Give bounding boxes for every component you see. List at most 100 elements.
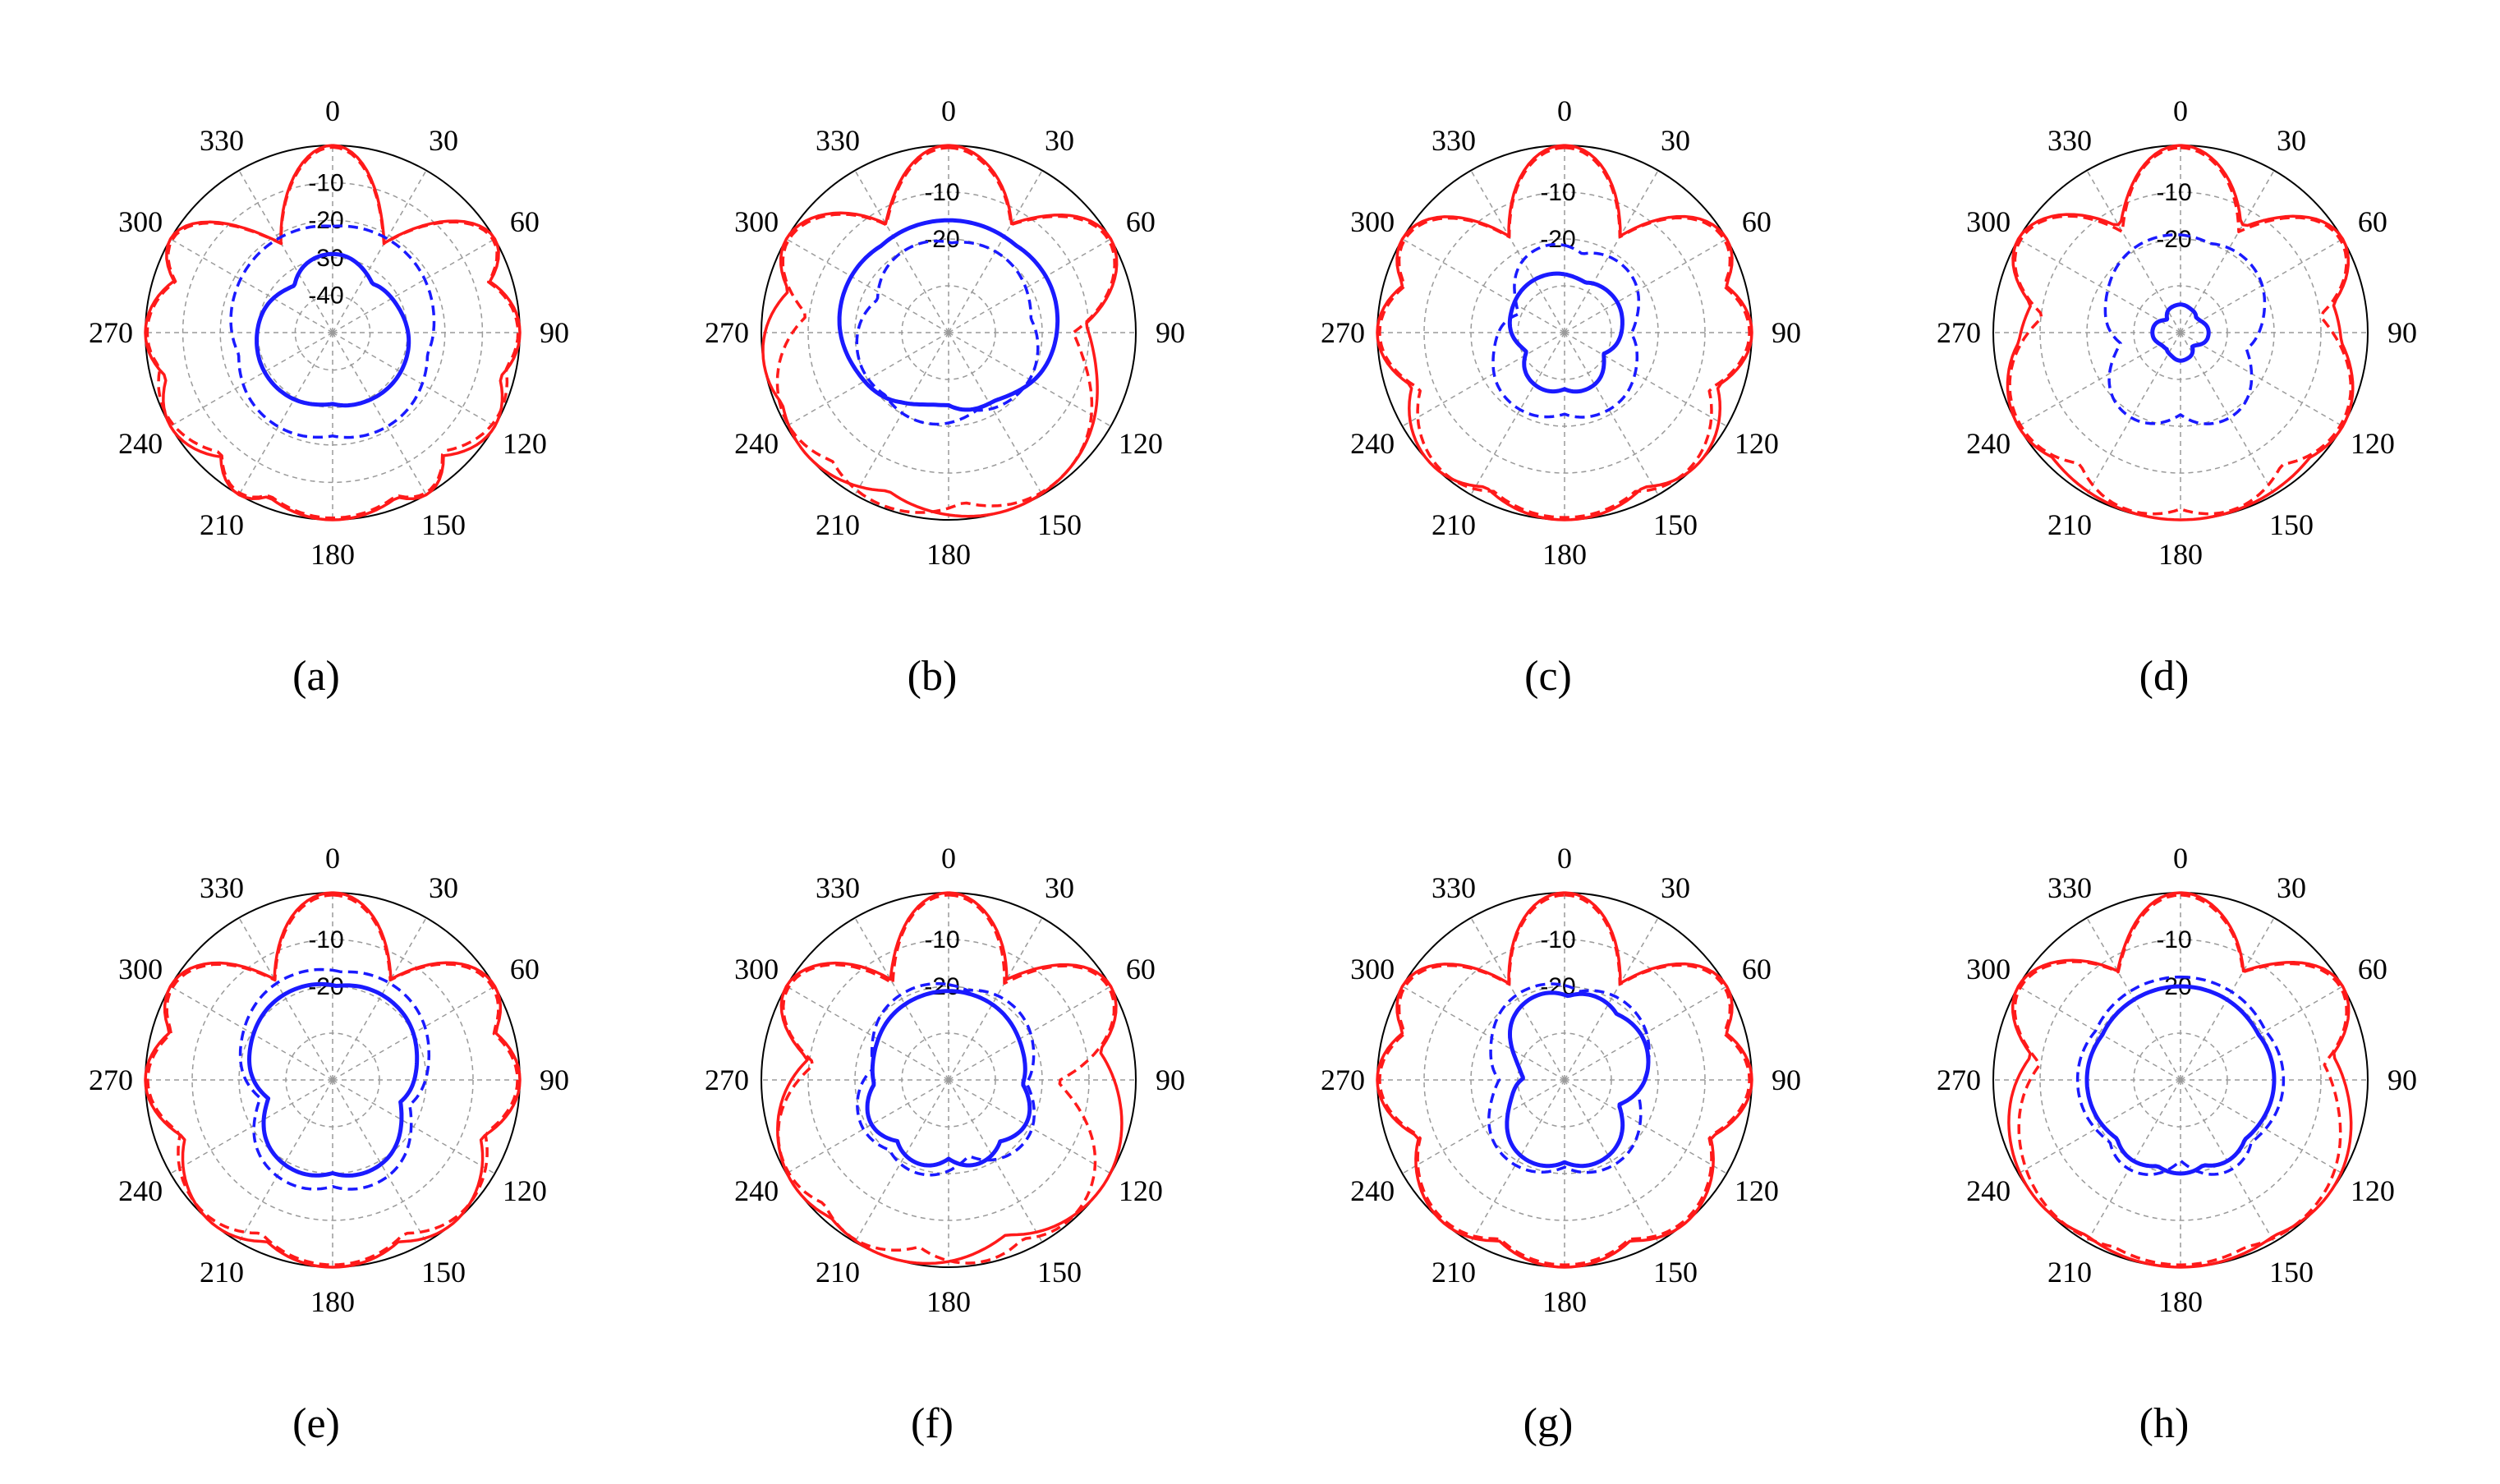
angle-tick-label: 30 — [1661, 124, 1690, 157]
angle-tick-label: 60 — [2358, 953, 2387, 986]
angle-tick-label: 90 — [1156, 1064, 1185, 1096]
angle-tick-label: 240 — [734, 1174, 779, 1207]
radial-tick-label: -20 — [1540, 226, 1575, 253]
angular-grid-spoke — [2180, 332, 2275, 495]
angle-tick-label: 180 — [2158, 538, 2203, 571]
angle-tick-label: 240 — [1966, 1174, 2011, 1207]
angular-grid-spoke — [1564, 917, 1659, 1081]
polar-panel: 0 30 60 90 120 150 180 210 240 270 300 330 -10 -20 (d) — [1937, 94, 2417, 700]
angular-grid-spoke — [948, 1079, 1111, 1174]
angle-tick-label: 300 — [118, 953, 163, 986]
xpol-dashed-series — [1491, 242, 1641, 419]
copol-dashed-series — [2013, 894, 2348, 1266]
xpol-solid-series — [837, 218, 1060, 412]
angle-tick-label: 210 — [200, 508, 244, 541]
angle-tick-label: 0 — [2173, 842, 2188, 875]
angular-grid-spoke — [2018, 986, 2181, 1081]
polar-panel: 0 30 60 90 120 150 180 210 240 270 300 330 -10 -20 (b) — [705, 94, 1185, 700]
angular-grid-spoke — [948, 332, 1043, 495]
angle-tick-label: 180 — [926, 538, 971, 571]
angle-tick-label: 330 — [2047, 124, 2092, 157]
angle-tick-label: 120 — [503, 1174, 547, 1207]
panel-label: (d) — [2139, 653, 2190, 700]
xpol-dashed-series — [856, 981, 1036, 1177]
angular-grid-spoke — [170, 1079, 333, 1174]
angle-tick-label: 150 — [1037, 1256, 1082, 1289]
angle-tick-label: 90 — [1772, 1064, 1801, 1096]
angular-grid-spoke — [332, 332, 427, 495]
copol-dashed-series — [1378, 894, 1751, 1266]
angular-grid-spoke — [2018, 1079, 2181, 1174]
angle-tick-label: 90 — [2387, 1064, 2417, 1096]
angle-tick-label: 330 — [2047, 871, 2092, 904]
angle-tick-label: 60 — [510, 953, 540, 986]
angular-grid-spoke — [2180, 332, 2343, 427]
angular-grid-spoke — [332, 1079, 495, 1174]
angular-grid-spoke — [1564, 1079, 1727, 1174]
angle-tick-label: 150 — [1653, 1256, 1698, 1289]
xpol-dashed-series — [238, 967, 431, 1191]
angle-tick-label: 60 — [1742, 205, 1772, 238]
copol-solid-series — [2007, 891, 2353, 1269]
angle-tick-label: 0 — [2173, 94, 2188, 127]
radial-tick-label: -10 — [924, 926, 959, 953]
angle-tick-label: 0 — [1557, 94, 1572, 127]
angle-tick-label: 150 — [1037, 508, 1082, 541]
copol-dashed-series — [2008, 146, 2353, 516]
copol-solid-series — [776, 891, 1124, 1266]
angular-grid-spoke — [1470, 170, 1565, 333]
angle-tick-label: 90 — [540, 1064, 569, 1096]
angular-grid-spoke — [332, 332, 495, 427]
radial-tick-label: -20 — [924, 226, 959, 253]
angular-grid-spoke — [1564, 170, 1659, 333]
angle-tick-label: 150 — [2269, 508, 2314, 541]
angular-grid-spoke — [2180, 1079, 2343, 1174]
xpol-solid-series — [255, 251, 411, 408]
xpol-solid-series — [1505, 990, 1651, 1169]
copol-solid-series — [2006, 144, 2355, 521]
panel-label: (a) — [292, 653, 340, 700]
angle-tick-label: 90 — [1772, 316, 1801, 349]
angle-tick-label: 300 — [1966, 953, 2011, 986]
copol-solid-series — [761, 144, 1119, 518]
angle-tick-label: 90 — [2387, 316, 2417, 349]
angle-tick-label: 330 — [200, 871, 244, 904]
angle-tick-label: 210 — [816, 508, 860, 541]
angle-tick-label: 270 — [705, 316, 749, 349]
panel-label: (b) — [908, 653, 958, 700]
angular-grid-spoke — [1470, 332, 1565, 495]
panel-label: (h) — [2139, 1400, 2190, 1447]
angle-tick-label: 90 — [540, 316, 569, 349]
angle-tick-label: 240 — [1350, 427, 1395, 460]
xpol-dashed-series — [2075, 975, 2286, 1176]
angle-tick-label: 90 — [1156, 316, 1185, 349]
angular-grid-spoke — [2180, 986, 2343, 1081]
angular-grid-spoke — [854, 170, 949, 333]
angle-tick-label: 180 — [926, 1285, 971, 1318]
angular-grid-spoke — [1470, 1079, 1565, 1243]
angular-grid-spoke — [238, 332, 333, 495]
angular-grid-spoke — [1402, 238, 1565, 333]
angular-grid-spoke — [1402, 986, 1565, 1081]
angle-tick-label: 240 — [118, 1174, 163, 1207]
angle-tick-label: 30 — [1045, 871, 1074, 904]
angle-tick-label: 210 — [1432, 508, 1476, 541]
angle-tick-label: 0 — [941, 842, 956, 875]
angle-tick-label: 270 — [89, 316, 133, 349]
copol-dashed-series — [1378, 146, 1751, 519]
angle-tick-label: 240 — [734, 427, 779, 460]
angular-grid-spoke — [170, 332, 333, 427]
angle-tick-label: 30 — [2277, 871, 2306, 904]
angular-grid-spoke — [1564, 332, 1727, 427]
angular-grid-spoke — [332, 170, 427, 333]
angular-grid-spoke — [238, 917, 333, 1081]
angle-tick-label: 120 — [1119, 427, 1163, 460]
angle-tick-label: 210 — [816, 1256, 860, 1289]
xpol-solid-series — [1507, 271, 1625, 394]
angular-grid-spoke — [1402, 1079, 1565, 1174]
angle-tick-label: 150 — [2269, 1256, 2314, 1289]
angle-tick-label: 0 — [1557, 842, 1572, 875]
angle-tick-label: 300 — [1350, 953, 1395, 986]
